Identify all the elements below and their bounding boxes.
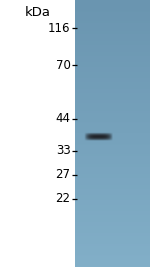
Text: 22: 22 <box>56 193 70 205</box>
Text: 44: 44 <box>56 112 70 125</box>
Text: 116: 116 <box>48 22 70 34</box>
Text: 70: 70 <box>56 59 70 72</box>
Text: kDa: kDa <box>24 6 51 18</box>
Text: 27: 27 <box>56 168 70 181</box>
Text: 33: 33 <box>56 144 70 157</box>
